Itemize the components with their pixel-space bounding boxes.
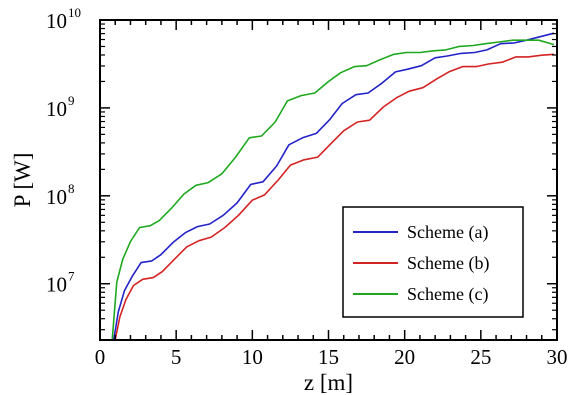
y-tick-exponent: 10: [68, 5, 81, 20]
x-tick-label: 0: [95, 345, 106, 369]
x-tick-label: 10: [242, 345, 263, 369]
legend-label: Scheme (b): [407, 253, 489, 274]
series-line-3: [111, 39, 555, 340]
series-line-2: [114, 53, 555, 340]
y-tick-base: 10: [46, 9, 67, 33]
x-tick-label: 30: [547, 345, 568, 369]
x-tick-label: 5: [171, 345, 182, 369]
x-tick-label: 15: [318, 345, 339, 369]
legend-item: Scheme (a): [353, 222, 488, 243]
y-tick-exponent: 7: [68, 269, 75, 284]
series-layer: [111, 32, 555, 340]
y-tick-label: 10 10: [46, 5, 81, 33]
y-axis-title: P [W]: [10, 153, 35, 208]
legend-item: Scheme (b): [353, 253, 489, 274]
y-tick-label: 10 9: [46, 93, 75, 121]
series-line-1: [112, 32, 555, 340]
y-tick-exponent: 9: [68, 93, 75, 108]
ticks-layer: [99, 19, 558, 340]
x-axis-title: z [m]: [304, 370, 353, 395]
legend-label: Scheme (a): [407, 222, 488, 243]
legend-item: Scheme (c): [353, 284, 488, 305]
y-tick-base: 10: [46, 97, 67, 121]
x-tick-label: 25: [470, 345, 491, 369]
legend: Scheme (a) Scheme (b) Scheme (c): [342, 206, 524, 318]
legend-label: Scheme (c): [407, 284, 488, 305]
y-tick-label: 10 8: [46, 181, 75, 209]
y-tick-base: 10: [46, 273, 67, 297]
y-tick-label: 10 7: [46, 269, 75, 297]
y-tick-base: 10: [46, 185, 67, 209]
y-tick-exponent: 8: [68, 181, 75, 196]
x-tick-label: 20: [394, 345, 415, 369]
